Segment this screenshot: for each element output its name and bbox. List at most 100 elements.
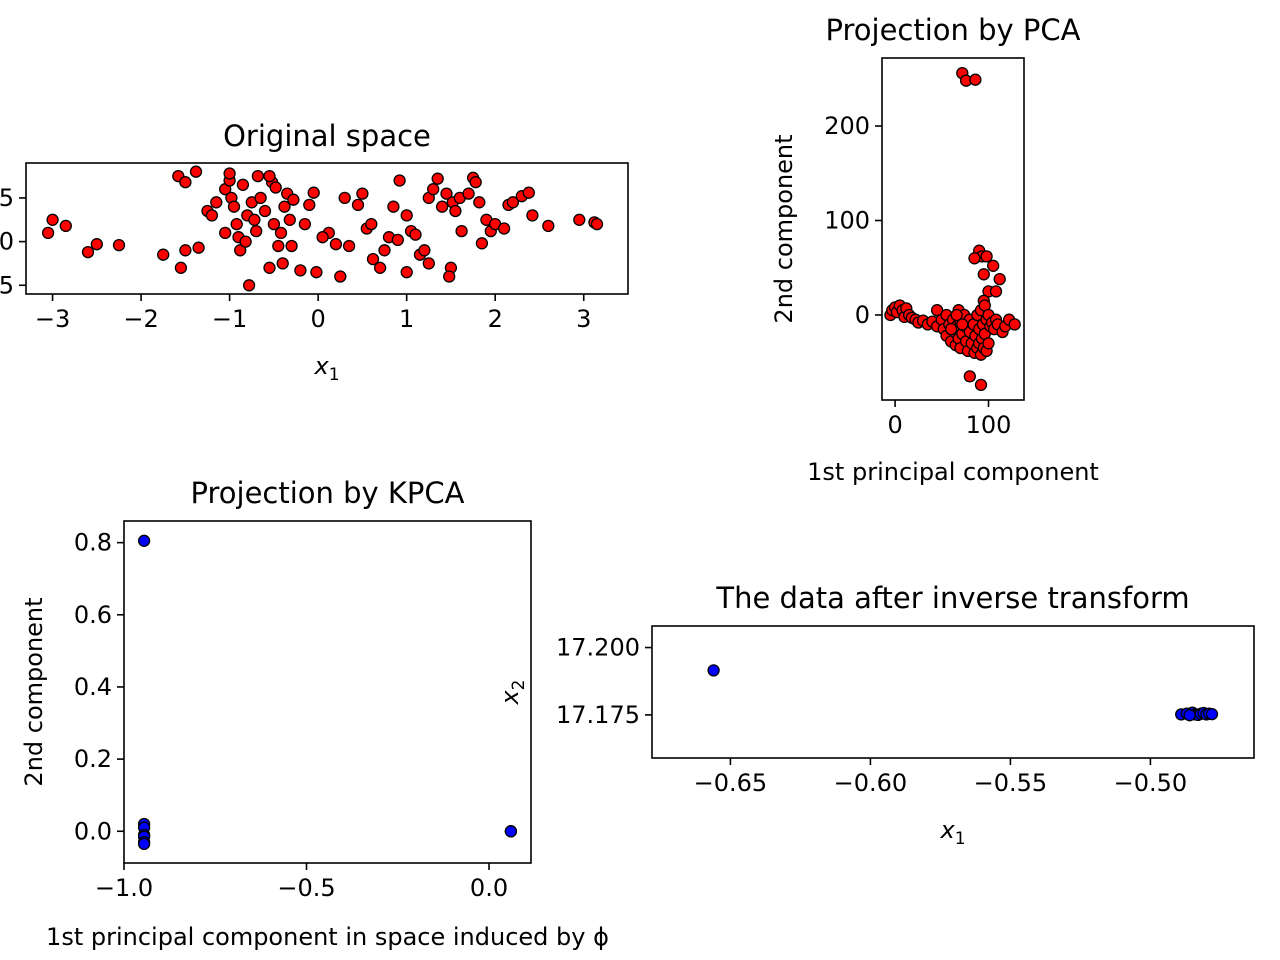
data-point [239, 235, 252, 248]
data-point [356, 187, 369, 200]
x-tick-label: 3 [576, 305, 591, 333]
data-point [267, 217, 281, 231]
plot-title: Projection by PCA [826, 13, 1081, 47]
y-tick-label: 17.175 [556, 701, 640, 729]
x-tick-label: 100 [966, 411, 1012, 439]
y-tick-label: 200 [824, 112, 870, 140]
x-axis-label: 1st principal component in space induced… [46, 923, 609, 951]
data-point [473, 196, 486, 209]
data-point [435, 200, 449, 213]
data-point [263, 169, 276, 183]
x-tick-label: −2 [123, 305, 158, 333]
data-point [391, 233, 404, 247]
data-point [387, 200, 400, 213]
data-point [462, 187, 475, 200]
data-point [469, 176, 482, 189]
x-tick-label: 0 [311, 305, 326, 333]
data-point [334, 270, 347, 283]
points-group [707, 664, 1219, 722]
data-point [993, 272, 1006, 286]
data-point [272, 239, 285, 253]
data-point [230, 217, 243, 231]
x-tick-label: 0.0 [470, 874, 508, 902]
data-point [41, 226, 55, 240]
y-tick-label: 0.8 [74, 529, 112, 557]
x-tick-label: −0.65 [694, 769, 768, 797]
x-tick-label: −3 [35, 305, 70, 333]
data-point [285, 239, 298, 253]
y-tick-label: .5 [0, 271, 14, 299]
data-point [112, 238, 126, 252]
data-point [400, 266, 413, 279]
data-point [1205, 707, 1219, 721]
plot-title: Original space [223, 119, 431, 153]
data-point [329, 238, 343, 251]
data-point [81, 245, 95, 259]
data-point [944, 322, 958, 336]
data-point [46, 213, 59, 226]
data-point [287, 193, 300, 206]
data-point [969, 73, 982, 86]
data-point [522, 186, 535, 199]
data-point [274, 226, 288, 240]
plot-title: The data after inverse transform [715, 581, 1189, 615]
data-point [977, 268, 990, 281]
data-point [409, 228, 422, 241]
y-tick-label: 0.0 [74, 817, 112, 845]
x-tick-label: −0.50 [1114, 769, 1188, 797]
points-group [41, 165, 604, 292]
data-point [974, 378, 988, 392]
data-point [968, 252, 981, 265]
kpca-projection-plot: −1.0 −0.5 0.0 0.0 0.2 0.4 0.6 0.8 Projection by … [20, 476, 609, 951]
y-axis-label: x2 [496, 679, 529, 705]
plot-title: Projection by KPCA [191, 476, 465, 510]
data-point [400, 209, 413, 222]
data-point [930, 304, 944, 317]
points-group [137, 534, 518, 851]
data-point [174, 261, 188, 274]
data-point [987, 259, 1000, 272]
x-axis-label: x1 [939, 816, 965, 849]
data-point [278, 200, 291, 213]
data-point [234, 244, 247, 257]
x-tick-label: 0 [887, 411, 902, 439]
x-tick-label: −0.60 [834, 769, 908, 797]
axes-frame [25, 162, 629, 295]
data-point [351, 198, 365, 212]
data-point [250, 224, 263, 238]
x-tick-label: 2 [488, 305, 503, 333]
data-point [542, 219, 555, 233]
data-point [504, 825, 518, 838]
data-point [258, 204, 272, 218]
x-axis-label: x1 [313, 352, 339, 385]
y-tick-label: 0.4 [74, 673, 112, 701]
data-point [342, 239, 356, 253]
x-tick-label: −0.5 [277, 874, 335, 902]
data-point [422, 257, 435, 270]
data-point [316, 231, 329, 244]
data-point [366, 252, 380, 266]
data-point [137, 837, 151, 851]
data-point [1183, 709, 1196, 722]
x-tick-label: −1 [212, 305, 247, 333]
y-axis-label: 2nd component [770, 134, 798, 323]
data-point [443, 270, 456, 283]
data-point [707, 664, 720, 677]
y-tick-label: 17.200 [556, 634, 640, 662]
y-axis-label: 2nd component [20, 597, 48, 786]
data-point [310, 266, 323, 279]
data-point [449, 204, 462, 218]
data-point [418, 244, 431, 257]
points-group [884, 66, 1021, 392]
data-point [263, 261, 276, 274]
data-point [90, 238, 103, 251]
data-point [431, 172, 444, 185]
data-point [294, 264, 307, 277]
y-tick-label: 0 [855, 301, 870, 329]
y-tick-label: .0 [0, 228, 14, 256]
data-point [427, 183, 440, 196]
data-point [242, 279, 256, 292]
data-point [440, 187, 453, 200]
data-point [307, 186, 320, 199]
